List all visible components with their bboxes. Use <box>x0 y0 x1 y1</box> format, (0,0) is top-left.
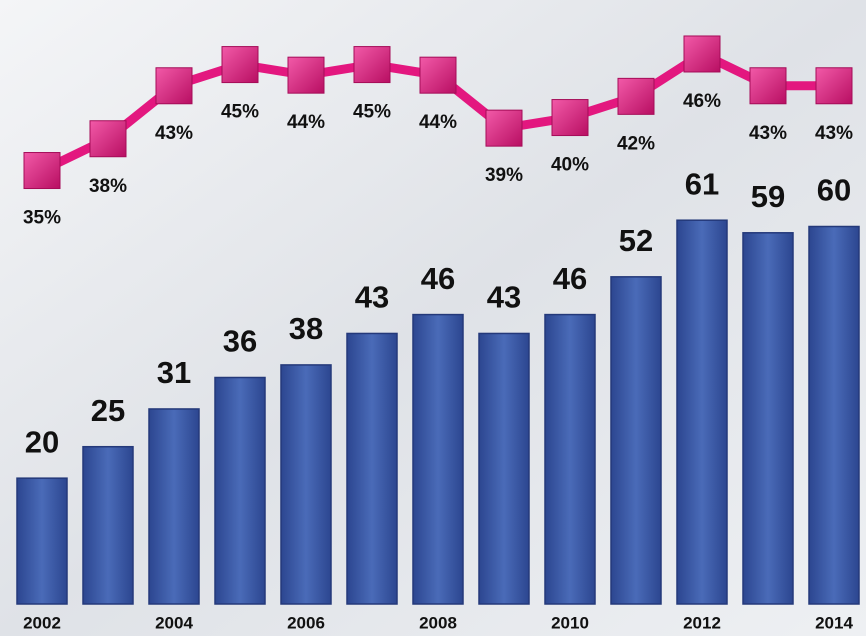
marker <box>288 57 324 93</box>
bar <box>149 409 199 604</box>
line-value-label: 39% <box>485 165 523 186</box>
bar <box>677 220 727 604</box>
marker <box>222 47 258 83</box>
marker <box>420 57 456 93</box>
chart: 2002 2004 2006 2008 2010 2012 2014 20 25 31 36 38 43… <box>0 0 866 636</box>
line-value-label: 44% <box>419 112 457 133</box>
bar <box>545 315 595 604</box>
marker <box>354 47 390 83</box>
line-value-label: 40% <box>551 155 589 176</box>
line-value-label: 42% <box>617 133 655 154</box>
marker <box>750 68 786 104</box>
bar-value-label: 52 <box>619 223 653 258</box>
line-value-label: 43% <box>815 123 853 144</box>
marker <box>816 68 852 104</box>
bar-value-label: 25 <box>91 393 125 428</box>
x-tick-label: 2002 <box>23 613 61 632</box>
bar <box>413 315 463 604</box>
line-value-label: 46% <box>683 91 721 112</box>
line-value-label: 43% <box>749 123 787 144</box>
marker <box>90 121 126 157</box>
marker <box>156 68 192 104</box>
line-value-label: 43% <box>155 123 193 144</box>
bar <box>215 378 265 605</box>
bar <box>479 333 529 604</box>
bar-value-label: 43 <box>355 280 389 315</box>
bar <box>347 333 397 604</box>
marker <box>24 153 60 189</box>
line-value-label: 35% <box>23 208 61 229</box>
x-tick-label: 2010 <box>551 613 589 632</box>
x-tick-label: 2004 <box>155 613 193 632</box>
x-tick-label: 2008 <box>419 613 457 632</box>
x-tick-label: 2014 <box>815 613 853 632</box>
bar-value-label: 59 <box>751 179 785 214</box>
bar-value-label: 43 <box>487 280 521 315</box>
marker <box>552 100 588 136</box>
bar-value-label: 36 <box>223 324 257 359</box>
line-value-label: 44% <box>287 112 325 133</box>
bar-value-label: 60 <box>817 173 851 208</box>
bar <box>611 277 661 604</box>
line-value-label: 38% <box>89 176 127 197</box>
line-value-label: 45% <box>353 102 391 123</box>
bar-value-label: 20 <box>25 424 59 459</box>
bar <box>83 447 133 604</box>
bar <box>743 233 793 604</box>
bar-value-label: 38 <box>289 311 323 346</box>
bar-value-label: 31 <box>157 355 191 390</box>
bar <box>17 478 67 604</box>
marker <box>684 36 720 72</box>
x-tick-label: 2012 <box>683 613 721 632</box>
line-value-label: 45% <box>221 102 259 123</box>
bar-value-label: 46 <box>421 261 455 296</box>
marker <box>618 78 654 114</box>
x-tick-label: 2006 <box>287 613 325 632</box>
bar-value-label: 46 <box>553 261 587 296</box>
marker <box>486 110 522 146</box>
bar <box>809 227 859 605</box>
bar-value-label: 61 <box>685 166 719 201</box>
bar <box>281 365 331 604</box>
